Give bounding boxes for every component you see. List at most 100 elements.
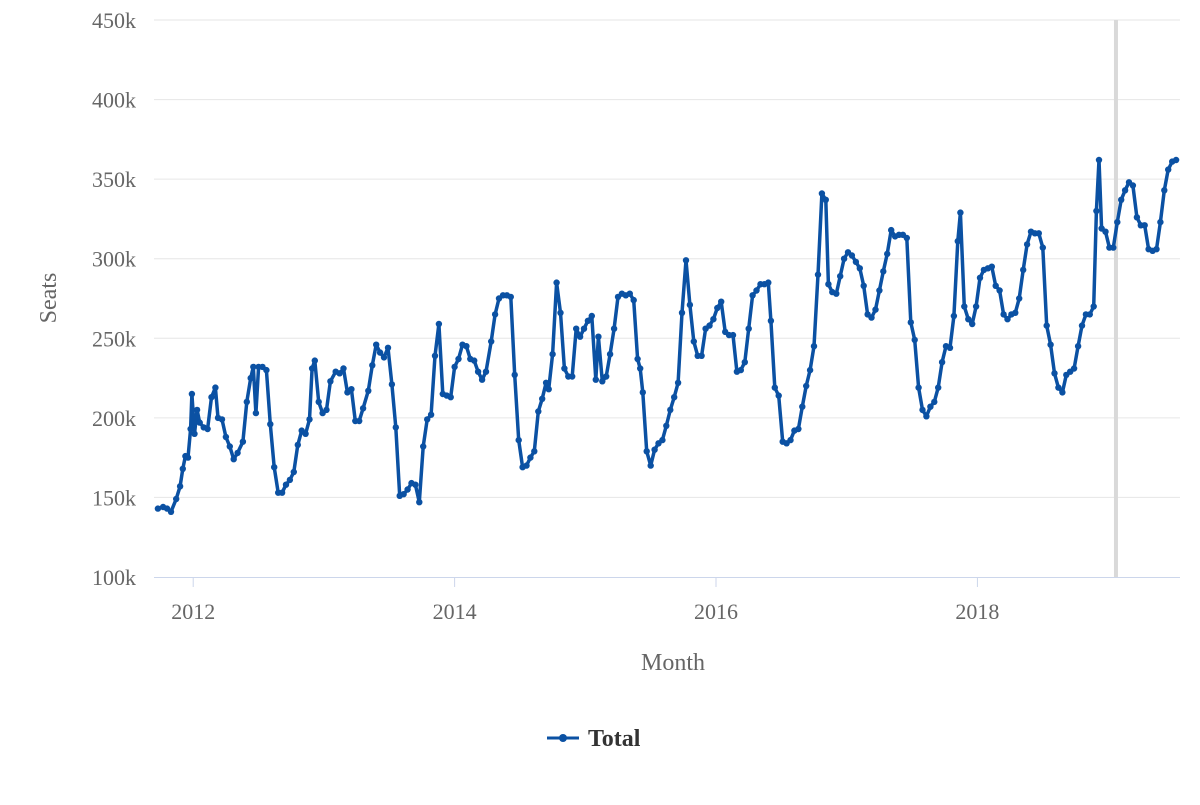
- data-point[interactable]: [686, 301, 694, 309]
- data-point[interactable]: [630, 296, 637, 304]
- data-point[interactable]: [714, 304, 721, 312]
- data-point[interactable]: [1090, 303, 1097, 310]
- data-point[interactable]: [1000, 311, 1007, 318]
- data-point[interactable]: [507, 293, 514, 301]
- data-point[interactable]: [737, 366, 744, 374]
- data-point[interactable]: [1141, 222, 1148, 229]
- data-point[interactable]: [247, 374, 254, 382]
- data-point[interactable]: [431, 352, 439, 359]
- data-point[interactable]: [271, 464, 278, 471]
- data-point[interactable]: [531, 448, 538, 455]
- data-point[interactable]: [876, 287, 883, 294]
- data-point[interactable]: [420, 443, 427, 450]
- data-point[interactable]: [388, 381, 396, 388]
- data-point[interactable]: [825, 281, 832, 288]
- data-point[interactable]: [1086, 311, 1094, 318]
- legend[interactable]: Total: [547, 726, 641, 752]
- data-point[interactable]: [1093, 207, 1100, 215]
- data-point[interactable]: [969, 320, 976, 328]
- data-point[interactable]: [771, 384, 778, 391]
- data-point[interactable]: [852, 258, 860, 266]
- data-point[interactable]: [690, 338, 697, 345]
- data-point[interactable]: [840, 255, 848, 262]
- data-point[interactable]: [573, 325, 580, 332]
- data-point[interactable]: [278, 489, 286, 496]
- data-point[interactable]: [404, 486, 411, 493]
- data-point[interactable]: [950, 312, 958, 320]
- data-point[interactable]: [539, 395, 546, 402]
- data-point[interactable]: [745, 325, 752, 332]
- data-point[interactable]: [634, 355, 641, 363]
- data-point[interactable]: [706, 322, 713, 329]
- data-point[interactable]: [1157, 218, 1164, 226]
- data-point[interactable]: [626, 290, 633, 297]
- data-point[interactable]: [663, 422, 670, 429]
- data-point[interactable]: [356, 417, 363, 425]
- data-point[interactable]: [1012, 309, 1019, 316]
- data-point[interactable]: [584, 317, 592, 324]
- data-point[interactable]: [698, 352, 705, 359]
- data-point[interactable]: [478, 376, 486, 383]
- data-point[interactable]: [938, 359, 946, 366]
- data-point[interactable]: [957, 209, 964, 216]
- data-point[interactable]: [915, 384, 922, 391]
- data-point[interactable]: [179, 465, 186, 472]
- data-point[interactable]: [946, 344, 954, 351]
- data-point[interactable]: [416, 499, 423, 506]
- data-point[interactable]: [814, 271, 822, 278]
- legend-label-total[interactable]: Total: [588, 726, 641, 752]
- data-point[interactable]: [1078, 322, 1086, 329]
- data-point[interactable]: [580, 325, 588, 332]
- data-point[interactable]: [193, 406, 201, 414]
- data-point[interactable]: [523, 462, 530, 469]
- data-point[interactable]: [451, 363, 458, 371]
- data-point[interactable]: [549, 351, 556, 358]
- data-point[interactable]: [637, 365, 644, 372]
- data-point[interactable]: [972, 303, 980, 310]
- data-point[interactable]: [308, 365, 316, 372]
- data-point[interactable]: [822, 196, 829, 203]
- data-point[interactable]: [907, 319, 914, 326]
- data-point[interactable]: [535, 408, 542, 415]
- data-point[interactable]: [1118, 196, 1125, 203]
- data-point[interactable]: [222, 433, 230, 441]
- data-point[interactable]: [1114, 218, 1121, 226]
- data-point[interactable]: [191, 430, 198, 437]
- data-point[interactable]: [176, 483, 184, 490]
- data-point[interactable]: [992, 282, 999, 289]
- data-point[interactable]: [718, 298, 725, 305]
- data-point[interactable]: [173, 495, 180, 503]
- data-point[interactable]: [424, 416, 431, 423]
- data-point[interactable]: [576, 333, 584, 340]
- data-point[interactable]: [880, 268, 887, 275]
- data-point[interactable]: [542, 379, 550, 386]
- data-point[interactable]: [1043, 322, 1050, 329]
- data-point[interactable]: [603, 373, 610, 380]
- data-point[interactable]: [527, 454, 534, 461]
- data-point[interactable]: [741, 359, 748, 366]
- data-point[interactable]: [592, 376, 599, 383]
- data-point[interactable]: [196, 419, 203, 426]
- data-point[interactable]: [412, 481, 419, 488]
- data-point[interactable]: [306, 416, 313, 423]
- data-point[interactable]: [1059, 389, 1066, 396]
- data-point[interactable]: [474, 368, 482, 375]
- data-point[interactable]: [775, 392, 782, 399]
- data-point[interactable]: [392, 424, 399, 431]
- data-point[interactable]: [1051, 370, 1058, 377]
- data-point[interactable]: [927, 403, 934, 410]
- data-point[interactable]: [384, 344, 392, 351]
- data-point[interactable]: [606, 351, 614, 358]
- data-point[interactable]: [243, 398, 250, 406]
- data-point[interactable]: [187, 425, 194, 433]
- data-point[interactable]: [282, 481, 290, 488]
- data-point[interactable]: [263, 366, 270, 374]
- data-point[interactable]: [323, 406, 330, 414]
- data-point[interactable]: [471, 357, 478, 364]
- data-point[interactable]: [935, 384, 942, 391]
- data-point[interactable]: [1047, 341, 1054, 348]
- data-point[interactable]: [682, 257, 690, 264]
- data-point[interactable]: [1070, 365, 1078, 372]
- data-point[interactable]: [511, 371, 518, 379]
- data-point[interactable]: [710, 316, 717, 323]
